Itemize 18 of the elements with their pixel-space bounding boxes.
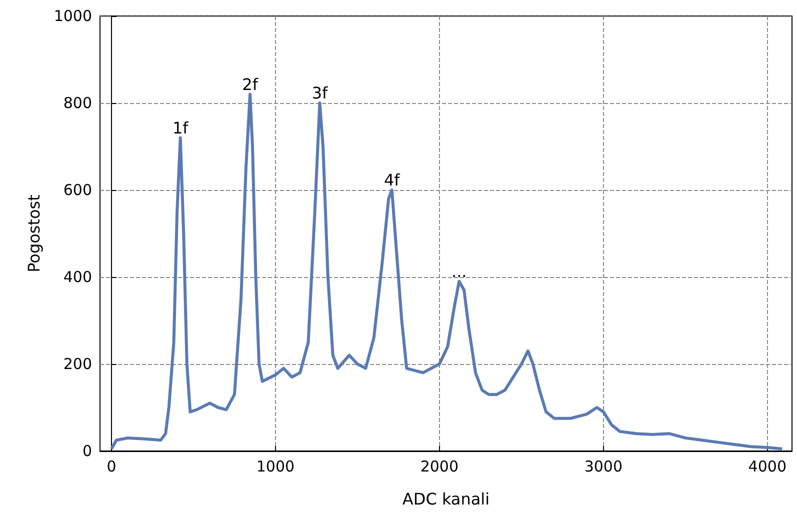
- y-tick-label: 400: [63, 268, 92, 286]
- annotation: ...: [451, 262, 467, 281]
- y-tick-label: 200: [63, 355, 92, 373]
- annotation: 4f: [384, 170, 400, 190]
- x-axis-title: ADC kanali: [402, 490, 490, 508]
- x-tick-label: 0: [106, 458, 116, 476]
- x-tick-label: 1000: [256, 458, 295, 476]
- x-tick-label: 3000: [584, 458, 623, 476]
- x-tick-label: 2000: [420, 458, 459, 476]
- annotation: 1f: [172, 118, 189, 138]
- annotation: 2f: [242, 74, 258, 94]
- y-tick-label: 1000: [54, 7, 92, 25]
- annotation: 3f: [312, 84, 328, 102]
- x-tick-label: 4000: [748, 458, 786, 476]
- y-tick-label: 0: [82, 442, 92, 460]
- y-axis-title: Pogostost: [24, 194, 44, 272]
- y-tick-label: 800: [63, 94, 92, 112]
- y-tick-label: 600: [63, 181, 92, 199]
